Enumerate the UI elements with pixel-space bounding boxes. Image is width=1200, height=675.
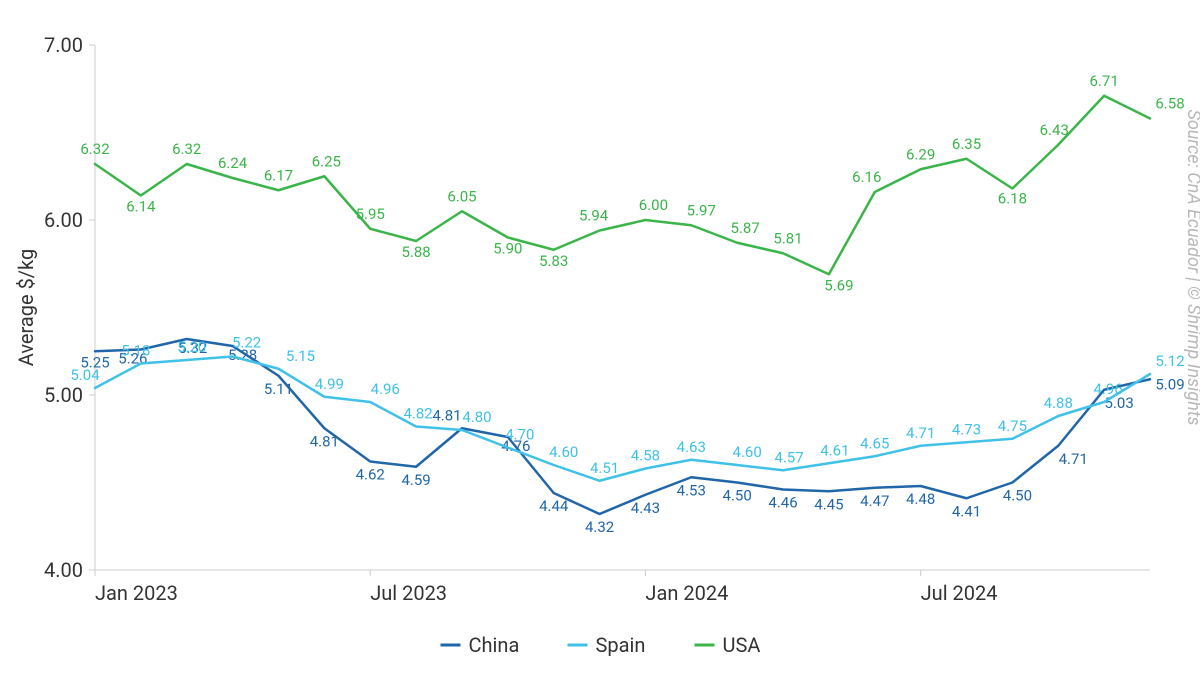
data-label: 5.95 (356, 205, 385, 223)
x-tick-label: Jul 2023 (370, 581, 447, 605)
legend-label: China (469, 633, 520, 657)
data-label: 4.71 (906, 424, 935, 442)
data-label: 6.24 (218, 154, 248, 172)
data-label: 5.20 (177, 338, 206, 356)
data-label: 4.61 (820, 441, 849, 459)
data-label: 4.48 (906, 490, 935, 508)
data-label: 5.83 (539, 252, 568, 270)
data-label: 4.60 (733, 443, 762, 461)
data-label: 4.62 (356, 466, 385, 484)
data-label: 6.35 (952, 135, 981, 153)
data-label: 4.75 (998, 417, 1027, 435)
data-label: 5.11 (264, 380, 293, 398)
data-label: 6.14 (126, 198, 156, 216)
data-label: 4.73 (952, 420, 981, 438)
legend-label: Spain (596, 633, 646, 657)
data-label: 5.04 (70, 366, 100, 384)
data-label: 4.96 (371, 380, 400, 398)
data-label: 5.94 (579, 207, 609, 225)
data-label: 4.65 (860, 434, 889, 452)
data-label: 5.69 (824, 276, 853, 294)
source-attribution: Source: CnA Ecuador | © Shrimp Insights (1183, 109, 1200, 425)
data-label: 4.82 (403, 405, 432, 423)
data-label: 4.63 (677, 438, 706, 456)
data-label: 4.96 (1094, 380, 1123, 398)
data-label: 4.70 (505, 426, 534, 444)
data-label: 4.81 (432, 406, 461, 424)
y-tick-label: 4.00 (44, 558, 83, 582)
data-label: 4.50 (723, 487, 752, 505)
data-label: 5.09 (1155, 375, 1184, 393)
legend-label: USA (723, 633, 761, 657)
y-tick-label: 7.00 (44, 33, 83, 57)
data-label: 4.88 (1044, 394, 1073, 412)
data-label: 6.25 (312, 152, 341, 170)
data-label: 4.44 (539, 497, 569, 515)
series-line-usa (95, 96, 1150, 275)
data-label: 4.81 (310, 432, 339, 450)
data-label: 5.97 (687, 201, 716, 219)
series-line-china (95, 339, 1150, 514)
data-label: 4.41 (952, 502, 981, 520)
data-label: 4.32 (585, 518, 614, 536)
data-label: 6.29 (906, 145, 935, 163)
data-label: 6.18 (998, 190, 1027, 208)
data-label: 6.00 (639, 196, 668, 214)
x-tick-label: Jul 2024 (921, 581, 998, 605)
data-label: 4.47 (860, 492, 889, 510)
data-label: 6.17 (264, 166, 293, 184)
data-label: 4.58 (631, 447, 660, 465)
data-label: 4.45 (814, 495, 843, 513)
data-label: 4.50 (1003, 487, 1032, 505)
data-label: 4.43 (631, 499, 660, 517)
data-label: 5.18 (121, 342, 150, 360)
data-label: 4.60 (549, 443, 578, 461)
data-label: 5.81 (773, 229, 802, 247)
data-label: 5.90 (493, 240, 522, 258)
data-label: 6.71 (1090, 72, 1119, 90)
data-label: 5.22 (232, 334, 261, 352)
series-line-spain (95, 357, 1150, 481)
data-label: 6.43 (1040, 121, 1069, 139)
line-chart: 4.00 5.00 6.00 7.00 Average $/kg Jan 2023 Jul … (0, 0, 1200, 675)
data-label: 6.58 (1155, 95, 1184, 113)
data-label: 4.80 (462, 408, 491, 426)
data-label: 5.12 (1155, 352, 1184, 370)
data-label: 6.16 (852, 168, 881, 186)
x-tick-label: Jan 2024 (645, 581, 728, 605)
data-label: 5.15 (286, 347, 315, 365)
y-tick-label: 6.00 (44, 208, 83, 232)
data-label: 6.32 (172, 140, 201, 158)
data-label: 4.59 (401, 471, 430, 489)
y-axis-title: Average $/kg (14, 249, 38, 366)
data-label: 4.99 (315, 375, 344, 393)
data-label: 4.71 (1059, 450, 1088, 468)
data-label: 6.05 (447, 187, 476, 205)
y-tick-label: 5.00 (44, 383, 83, 407)
data-label: 4.46 (768, 494, 797, 512)
data-label: 5.87 (731, 219, 760, 237)
data-label: 4.57 (774, 448, 803, 466)
data-label: 4.51 (590, 459, 619, 477)
x-tick-label: Jan 2023 (95, 581, 178, 605)
data-label: 4.53 (677, 481, 706, 499)
data-label: 5.88 (401, 243, 430, 261)
chart-container: 4.00 5.00 6.00 7.00 Average $/kg Jan 2023 Jul … (0, 0, 1200, 675)
data-label: 6.32 (80, 140, 109, 158)
